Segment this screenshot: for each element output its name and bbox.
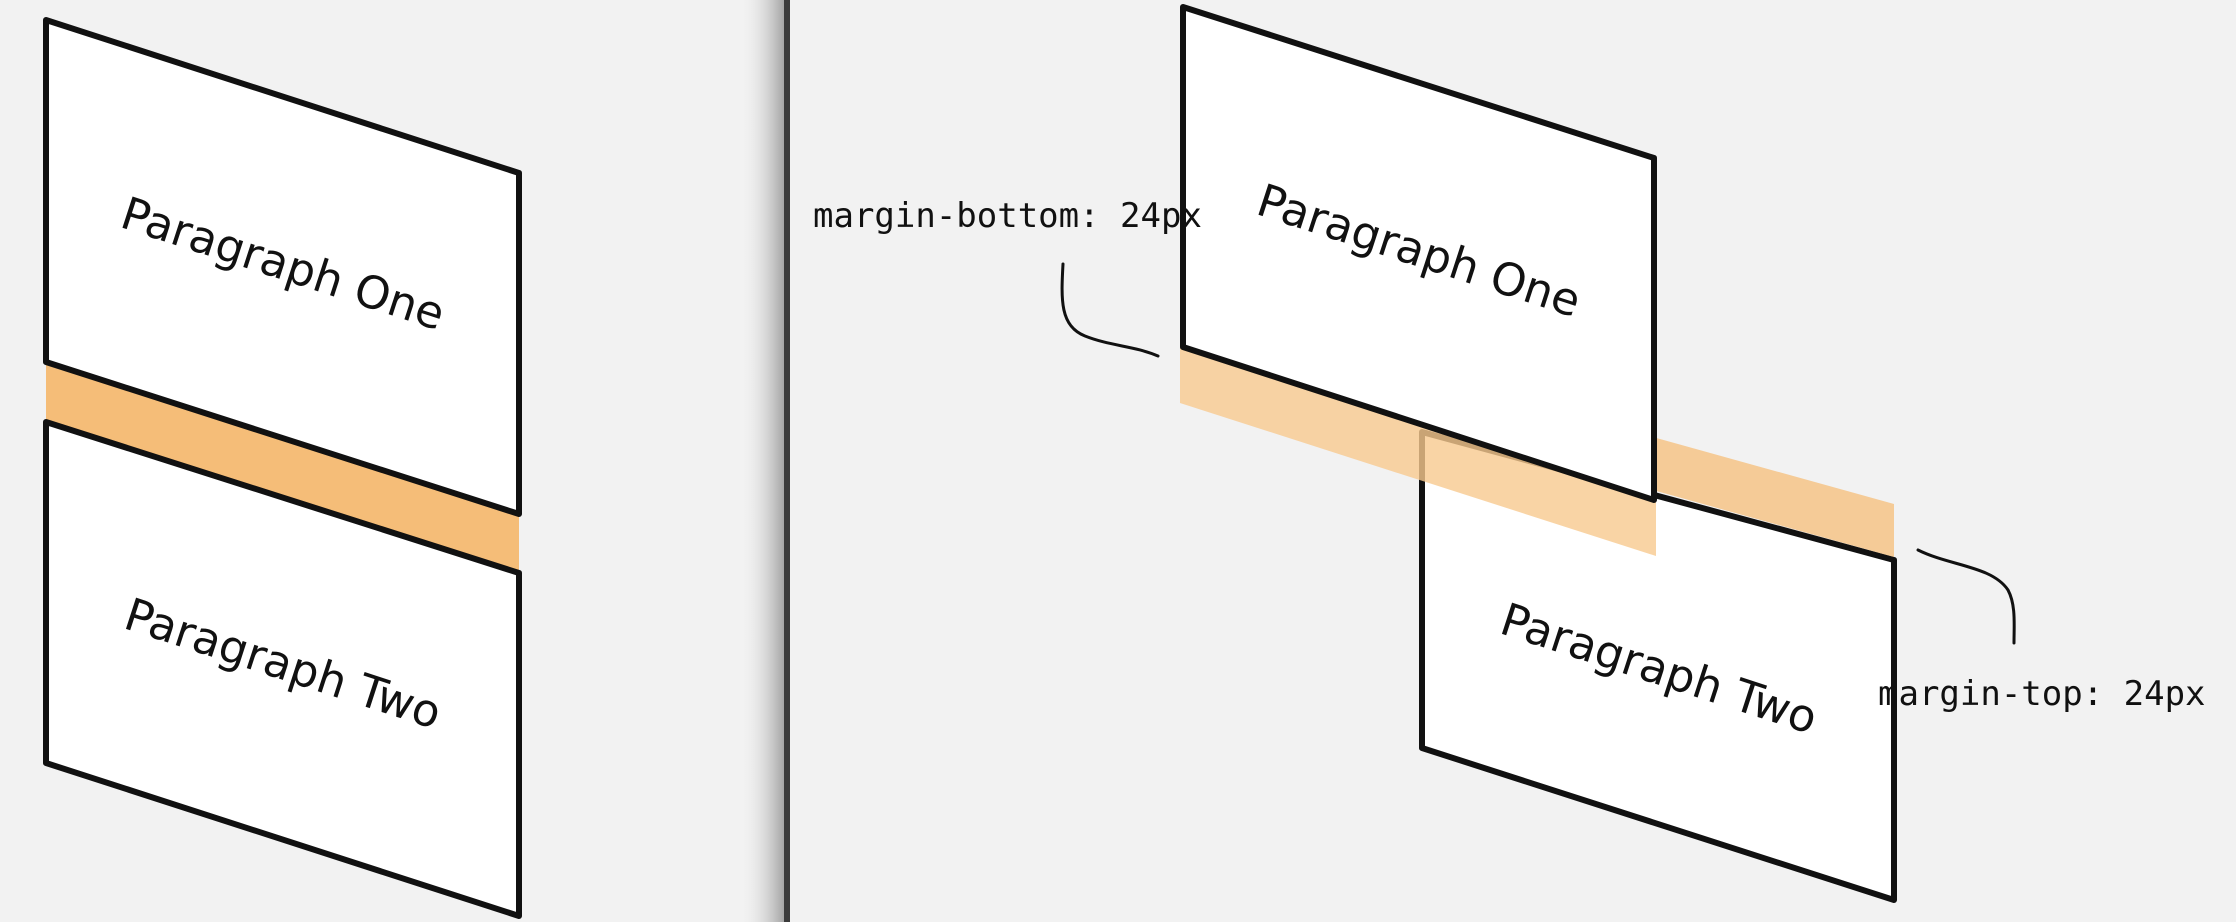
left-panel: Paragraph One Paragraph Two xyxy=(43,17,522,919)
left-paragraph-two-box: Paragraph Two xyxy=(43,419,522,919)
margin-bottom-leader xyxy=(1060,262,1160,358)
left-margin-band xyxy=(46,365,519,572)
right-panel: Paragraph Two Paragraph One margin-botto… xyxy=(813,4,2206,903)
right-paragraph-one-box: Paragraph One xyxy=(1180,4,1657,503)
margin-top-leader xyxy=(1916,548,2016,645)
margin-bottom-label: margin-bottom: 24px xyxy=(813,196,1202,236)
left-paragraph-one-box: Paragraph One xyxy=(43,17,522,517)
margin-top-label: margin-top: 24px xyxy=(1878,674,2206,714)
right-paragraph-two-box: Paragraph Two xyxy=(1419,429,1897,903)
margin-bottom-band xyxy=(1180,348,1656,556)
panel-divider xyxy=(740,0,790,922)
